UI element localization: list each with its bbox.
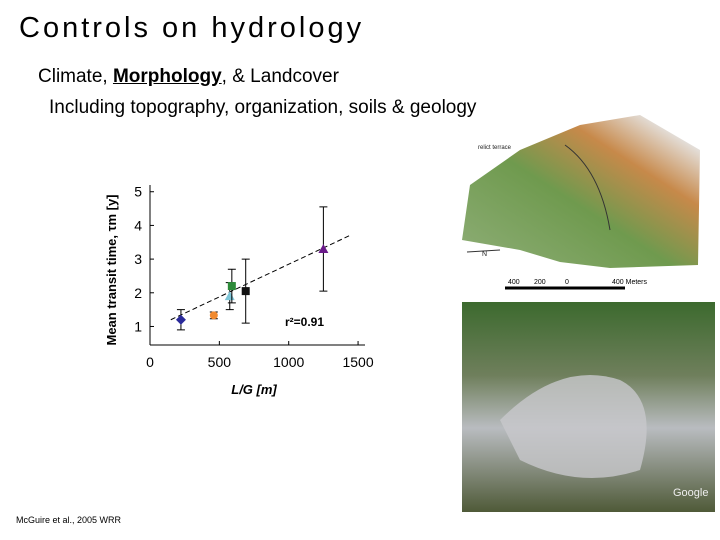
terrain-map: [462, 115, 700, 268]
text: , & Landcover: [221, 66, 339, 87]
y-tick-label: 1: [134, 318, 142, 334]
point: [175, 314, 186, 325]
point: [241, 287, 250, 296]
y-tick-label: 5: [134, 184, 142, 200]
bullet: Climate, Morphology, & Landcover: [38, 66, 339, 88]
x-tick-label: 1000: [273, 354, 304, 370]
slide-title: Controls on hydrology: [19, 12, 365, 44]
map-label: relict terrace: [478, 145, 512, 151]
x-tick-label: 500: [208, 354, 232, 370]
mine-area: [500, 375, 647, 478]
contour: [564, 144, 611, 231]
fit-line: [170, 234, 352, 321]
text: Climate,: [38, 66, 113, 87]
point: [318, 244, 329, 253]
y-axis-label: Mean transit time, τm [y]: [104, 195, 119, 346]
point: [209, 311, 218, 320]
text: Morphology: [112, 66, 222, 87]
point: [227, 282, 236, 291]
photo-label: Google: [673, 487, 708, 499]
scale-label: 400: [508, 279, 520, 286]
north-arrow: [466, 249, 501, 253]
sub-bullet: Including topography, organization, soil…: [49, 97, 477, 118]
map-label: N: [482, 251, 487, 258]
scale-label: 400 Meters: [612, 279, 648, 286]
x-tick-label: 1500: [342, 354, 373, 370]
x-tick-label: 0: [146, 354, 154, 370]
y-tick-label: 2: [134, 285, 142, 301]
y-tick-label: 3: [134, 251, 142, 267]
y-tick-label: 4: [134, 217, 142, 233]
citation: McGuire et al., 2005 WRR: [16, 515, 122, 525]
point: [224, 291, 235, 301]
annotation: r²=0.91: [285, 315, 324, 329]
scale-label: 200: [534, 279, 546, 286]
x-axis-label: L/G [m]: [231, 382, 277, 397]
scale-label: 0: [565, 279, 569, 286]
